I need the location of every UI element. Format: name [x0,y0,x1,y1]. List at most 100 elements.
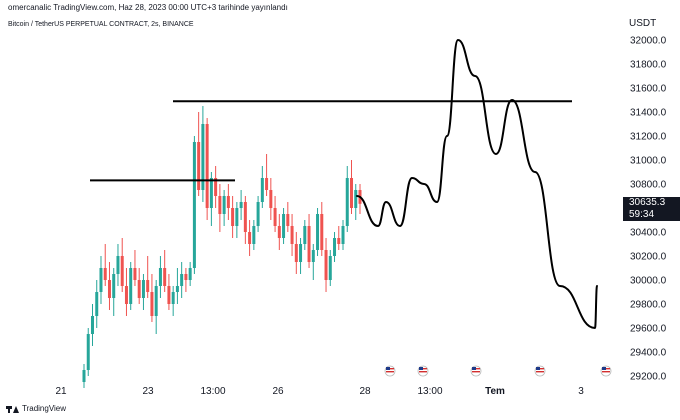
candle-body [137,280,141,298]
flag-stripe [602,371,610,373]
time-tick-label: 13:00 [417,386,442,397]
candle-body [252,226,256,244]
candle-body [167,286,171,304]
current-price-label: 30635.3 59:34 [623,197,680,221]
candle-body [171,292,175,304]
price-tick-label: 31600.0 [630,84,667,95]
candle-body [269,190,273,208]
candle-body [277,226,281,238]
time-tick-label: 28 [359,386,371,397]
flag-canton [419,367,423,370]
candle-body [303,226,307,244]
published-caption: omercanalic TradingView.com, Haz 28, 202… [8,3,288,12]
price-tick-label: 31200.0 [630,132,667,143]
us-flag-event-icon[interactable] [384,365,396,377]
candle-body [222,196,226,214]
flag-stripe [386,371,394,373]
candle-body [129,268,133,304]
price-tick-label: 31000.0 [630,156,667,167]
footer [0,400,680,420]
candle-body [141,280,145,298]
candle-body [316,214,320,250]
tradingview-logo-icon [6,405,19,413]
candle-body [286,214,290,226]
candle-body [307,226,311,262]
candle-body [218,196,222,214]
candle-body [239,202,243,208]
candle-body [328,256,332,280]
candle-body [350,178,354,208]
candle-body [90,316,94,334]
candle-body [201,124,205,190]
tradingview-logo[interactable]: TradingView [6,404,66,413]
flag-canton [602,367,606,370]
candle-body [154,286,158,316]
price-tick-label: 30200.0 [630,252,667,263]
candle-body [235,208,239,226]
candle-body [324,250,328,280]
candle-body [150,292,154,316]
candle-body [320,214,324,250]
candle-body [188,268,192,280]
price-tick-label: 32000.0 [630,36,667,47]
candle-body [192,142,196,268]
candle-body [256,202,260,226]
candle-body [226,196,230,208]
candle-body [175,286,179,292]
time-tick-label: 26 [272,386,284,397]
candle-body [163,268,167,286]
time-tick-label: 13:00 [200,386,225,397]
candle-body [112,274,116,298]
candle-body [311,250,315,262]
us-flag-event-icon[interactable] [600,365,612,377]
price-tick-label: 29600.0 [630,324,667,335]
price-tick-label: 30000.0 [630,276,667,287]
flag-stripe [472,371,480,373]
time-tick-label: 21 [55,386,67,397]
us-flag-event-icon[interactable] [470,365,482,377]
candle-body [180,274,184,286]
candle-body [197,142,201,190]
candle-body [82,370,86,382]
price-tick-label: 29400.0 [630,348,667,359]
candle-body [99,268,103,292]
candle-body [205,124,209,208]
candle-body [333,238,337,256]
flag-stripe [536,371,544,373]
price-tick-label: 29200.0 [630,372,667,383]
candle-body [120,256,124,286]
candle-body [214,178,218,196]
flag-canton [472,367,476,370]
tradingview-logo-text: TradingView [22,404,67,413]
price-tick-label: 29800.0 [630,300,667,311]
candle-body [282,214,286,238]
candle-body [290,226,294,244]
candle-body [345,178,349,226]
candle-body [260,178,264,202]
candle-body [299,244,303,262]
time-tick-label: 23 [142,386,154,397]
price-tick-label: 31400.0 [630,108,667,119]
price-tick-label: 31800.0 [630,60,667,71]
candle-body [265,178,269,190]
price-tick-label: 30800.0 [630,180,667,191]
candle-body [95,292,99,316]
currency-label: USDT [629,18,657,29]
candle-body [209,178,213,208]
candle-body [116,256,120,274]
candle-body [158,268,162,286]
candle-body [133,268,137,280]
candle-body [146,280,150,292]
price-tick-label: 30400.0 [630,228,667,239]
candle-body [248,232,252,244]
us-flag-event-icon[interactable] [417,365,429,377]
candle-body [184,274,188,280]
candle-body [86,334,90,370]
us-flag-event-icon[interactable] [534,365,546,377]
candle-body [341,226,345,244]
projection-drawing [356,39,598,329]
flag-canton [386,367,390,370]
current-price-value: 30635.3 [629,197,666,208]
